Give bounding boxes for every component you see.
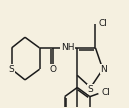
Text: S: S [9, 65, 14, 74]
Text: Cl: Cl [101, 88, 110, 97]
Text: O: O [49, 65, 57, 74]
Text: S: S [88, 85, 94, 94]
Text: NH: NH [61, 43, 74, 52]
Text: Cl: Cl [99, 19, 107, 28]
Text: N: N [101, 65, 107, 74]
